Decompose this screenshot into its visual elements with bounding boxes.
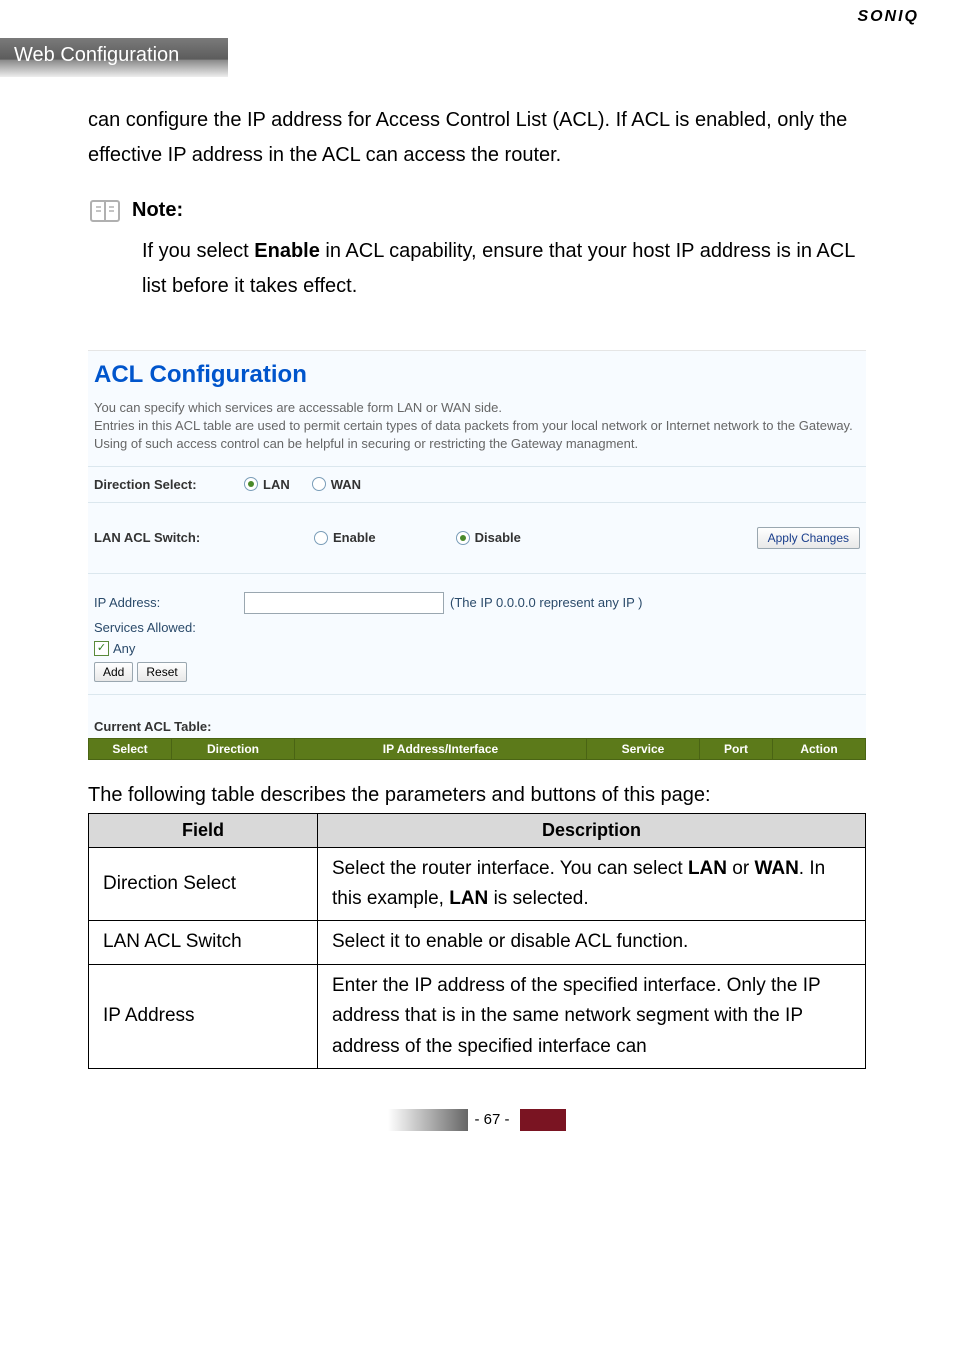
page-footer: - 67 - [0,1109,954,1156]
intro-paragraph: can configure the IP address for Access … [88,103,866,173]
ip-hint: (The IP 0.0.0.0 represent any IP ) [450,595,642,610]
ip-address-label: IP Address: [94,595,244,610]
desc-field-0: Direction Select [89,847,318,921]
acl-th-select: Select [89,738,172,759]
desc-value-2: Enter the IP address of the specified in… [318,964,866,1068]
lan-acl-disable-radio[interactable]: Disable [456,530,521,545]
apply-changes-button[interactable]: Apply Changes [757,527,860,549]
page-section-header: Web Configuration [0,38,228,77]
desc-th-description: Description [318,813,866,847]
page-number: - 67 - [468,1109,519,1130]
acl-table: Select Direction IP Address/Interface Se… [88,738,866,760]
note-icon [88,197,124,225]
desc-intro: The following table describes the parame… [0,770,954,813]
acl-blurb: You can specify which services are acces… [88,395,866,466]
add-button[interactable]: Add [94,662,133,682]
services-allowed-label: Services Allowed: [94,620,244,635]
acl-th-action: Action [773,738,866,759]
lan-acl-enable-radio[interactable]: Enable [314,530,376,545]
desc-value-0: Select the router interface. You can sel… [318,847,866,921]
acl-config-panel: ACL Configuration You can specify which … [88,350,866,760]
direction-select-label: Direction Select: [94,477,244,492]
ip-address-input[interactable] [244,592,444,614]
acl-th-ip: IP Address/Interface [295,738,587,759]
desc-field-2: IP Address [89,964,318,1068]
acl-title: ACL Configuration [88,351,866,395]
any-checkbox[interactable]: ✓ [94,641,109,656]
direction-wan-radio[interactable]: WAN [312,477,361,492]
acl-th-direction: Direction [172,738,295,759]
current-acl-table-title: Current ACL Table: [88,694,866,738]
description-table: Field Description Direction Select Selec… [88,813,866,1069]
direction-lan-radio[interactable]: LAN [244,477,290,492]
note-body: If you select Enable in ACL capability, … [142,234,866,304]
note-label: Note: [132,193,183,228]
acl-th-service: Service [587,738,700,759]
brand-logo: SONIQ [857,8,919,25]
desc-value-1: Select it to enable or disable ACL funct… [318,921,866,964]
lan-acl-switch-label: LAN ACL Switch: [94,530,314,545]
reset-button[interactable]: Reset [137,662,186,682]
acl-th-port: Port [700,738,773,759]
desc-field-1: LAN ACL Switch [89,921,318,964]
desc-th-field: Field [89,813,318,847]
any-label: Any [113,641,135,656]
